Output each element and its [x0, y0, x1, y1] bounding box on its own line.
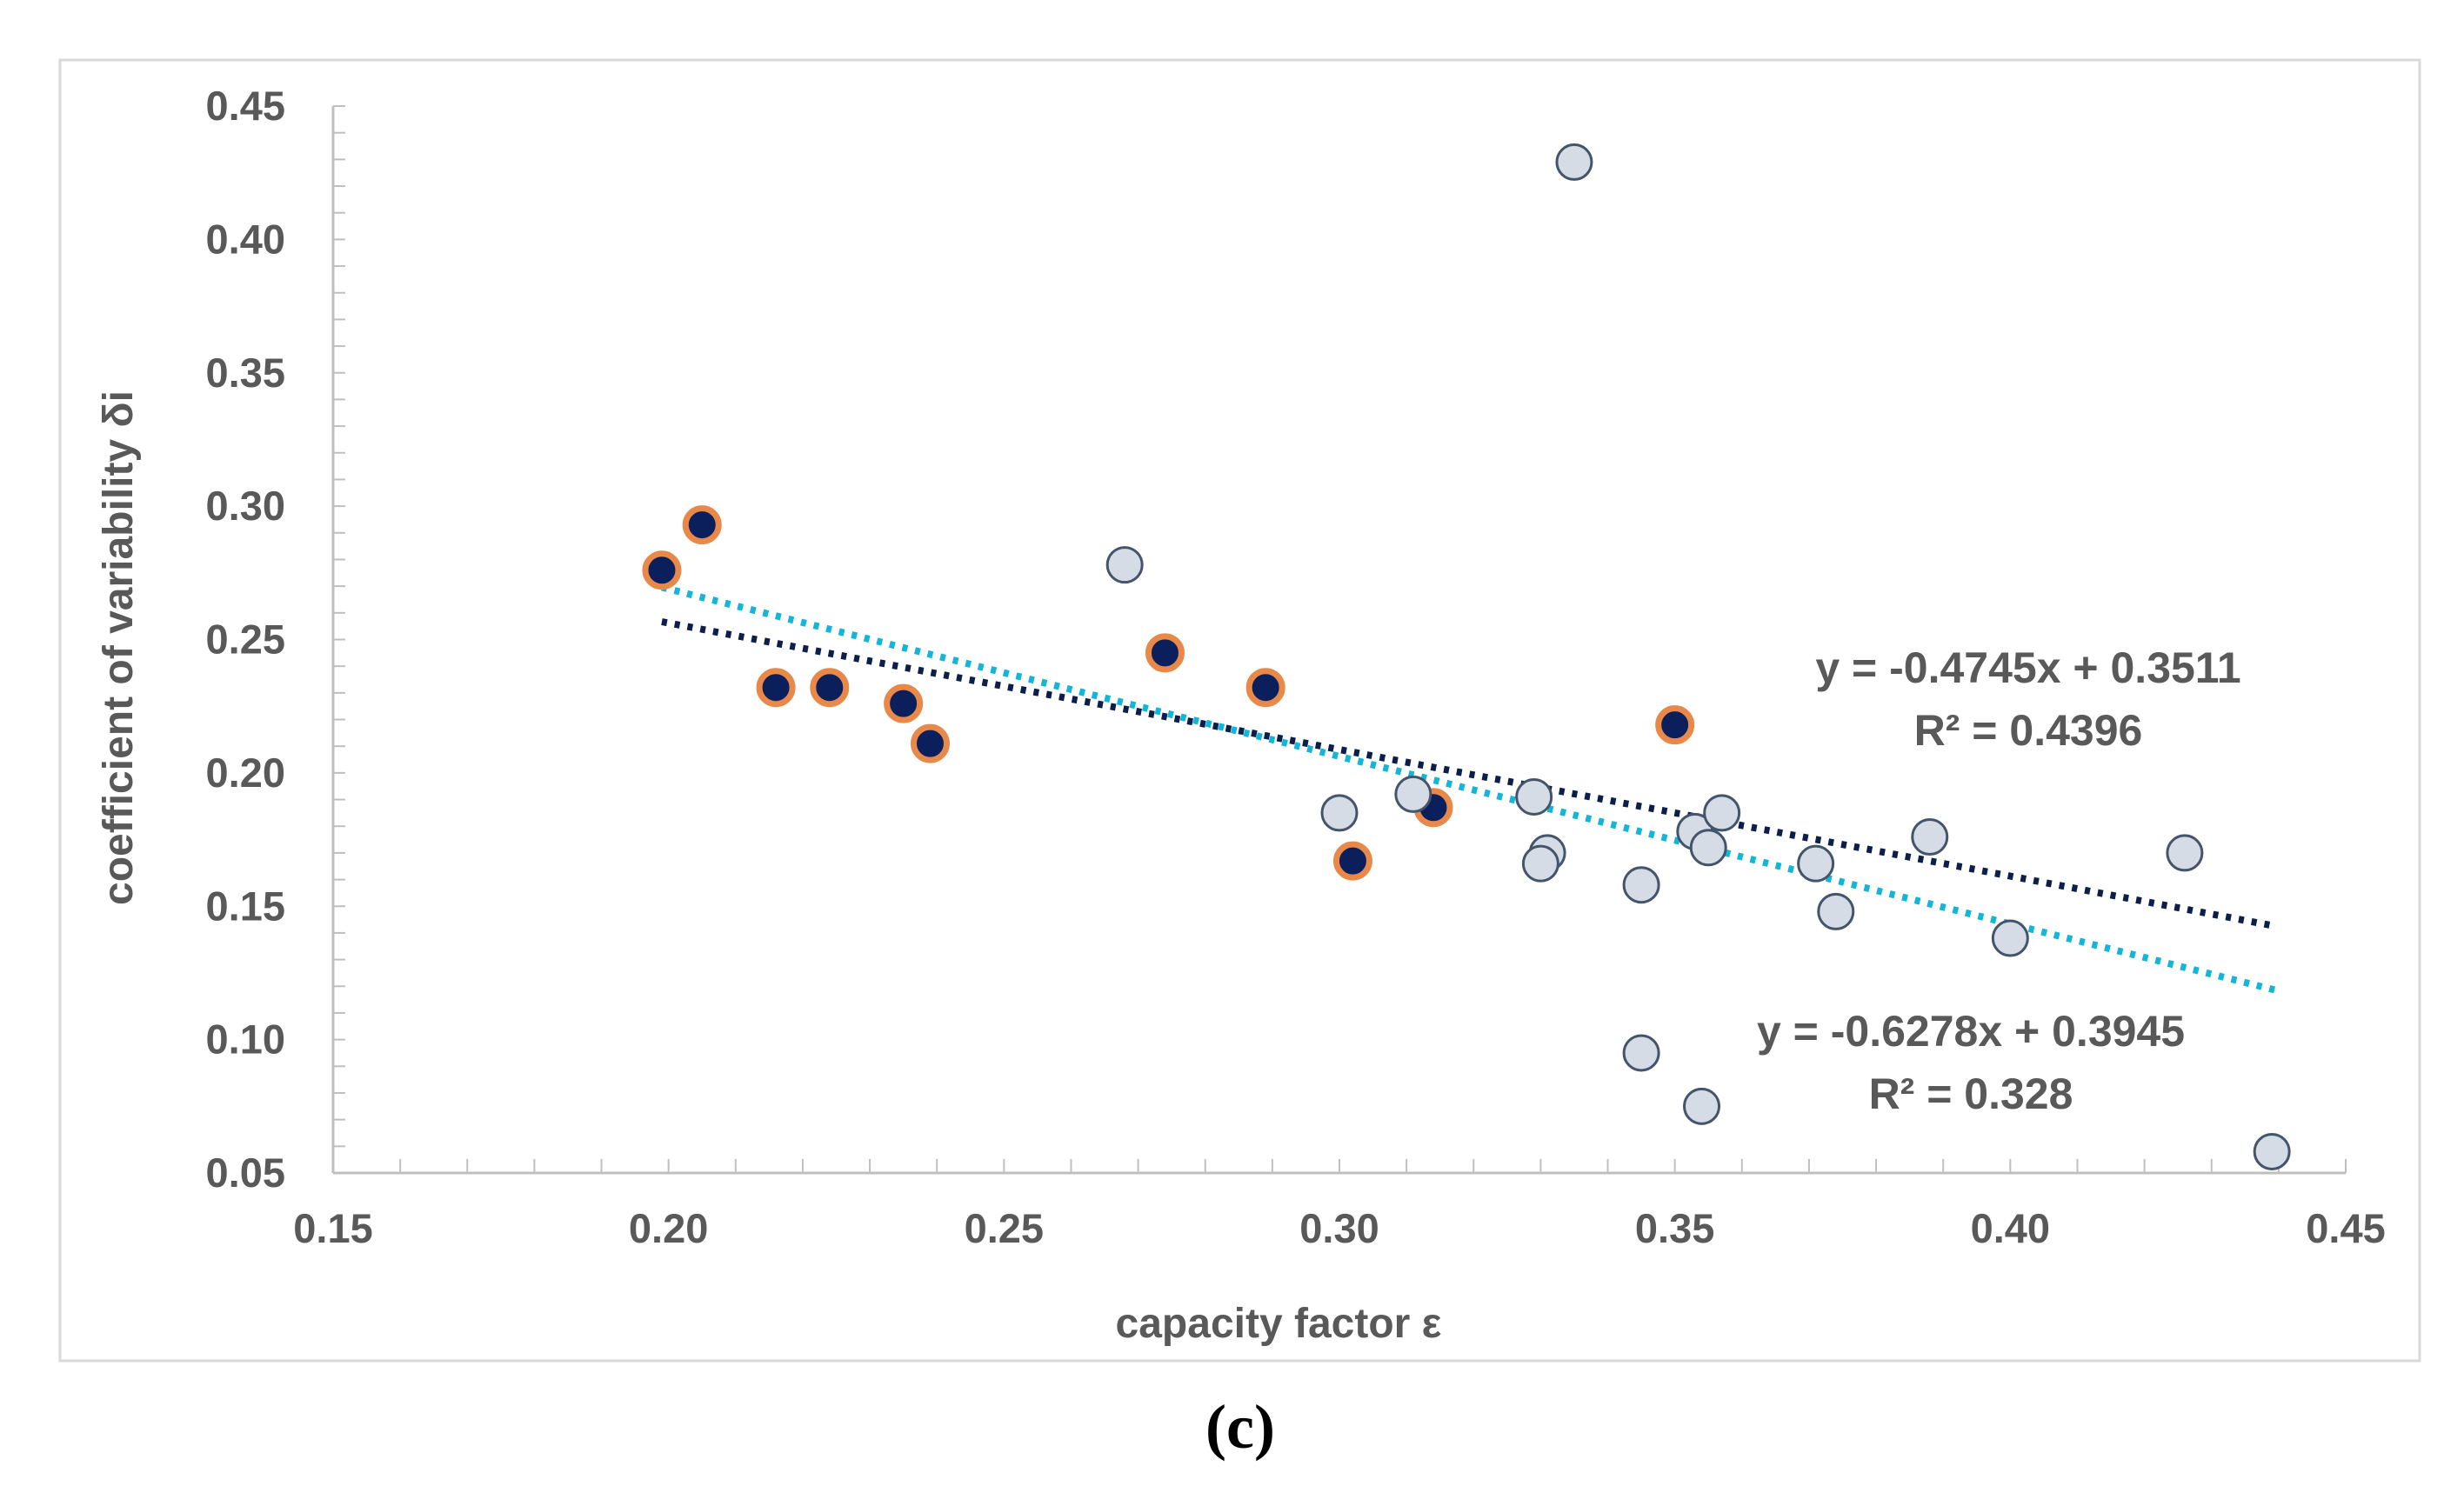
x-axis-label: capacity factor ε — [1116, 1301, 1442, 1347]
data-point-dark — [1145, 633, 1185, 673]
data-point-light — [1991, 919, 2029, 957]
data-point-light — [1521, 844, 1559, 883]
trend-r2-1: R² = 0.4396 — [1914, 706, 2143, 755]
y-tick-label: 0.35 — [206, 350, 285, 396]
y-tick-label: 0.05 — [206, 1149, 285, 1196]
y-tick-label: 0.30 — [206, 483, 285, 529]
trend-r2-2: R² = 0.328 — [1869, 1070, 2073, 1118]
data-point-light — [1911, 817, 1949, 856]
data-point-light — [1683, 1087, 1721, 1125]
data-point-dark — [884, 683, 924, 723]
y-tick-label: 0.45 — [206, 83, 285, 129]
data-point-light — [1797, 844, 1835, 883]
y-tick-label: 0.25 — [206, 616, 285, 663]
trend-equation-1: y = -0.4745x + 0.3511 — [1815, 643, 2240, 692]
data-point-light — [1394, 775, 1432, 813]
trendlines — [660, 583, 2280, 995]
x-tick-label: 0.15 — [293, 1205, 372, 1251]
data-point-light — [1555, 143, 1593, 181]
data-point-dark — [682, 505, 722, 545]
data-points — [642, 143, 2291, 1170]
data-point-dark — [810, 668, 850, 708]
data-point-light — [1622, 866, 1660, 904]
chart-frame — [58, 58, 2421, 1363]
x-tick-label: 0.25 — [965, 1205, 1044, 1251]
trend-equation-2: y = -0.6278x + 0.3945 — [1757, 1007, 2185, 1056]
data-point-light — [2166, 834, 2204, 872]
y-axis-label: coefficient of variability δi — [96, 390, 142, 905]
x-tick-label: 0.30 — [1299, 1205, 1379, 1251]
data-point-dark — [756, 668, 796, 708]
data-point-light — [1689, 829, 1727, 867]
trendline-2 — [660, 583, 2280, 995]
x-tick-label: 0.20 — [629, 1205, 708, 1251]
data-point-light — [2253, 1132, 2291, 1170]
axes: 0.15 0.20 0.25 0.30 0.35 0.40 0.45 0.05 0.10 0.15… — [206, 83, 2386, 1251]
x-tick-label: 0.35 — [1635, 1205, 1714, 1251]
data-point-dark — [1245, 668, 1285, 708]
data-point-dark — [910, 723, 950, 763]
y-tick-label: 0.10 — [206, 1016, 285, 1063]
data-point-light — [1320, 794, 1359, 832]
data-point-light — [1703, 794, 1741, 832]
y-tick-label: 0.15 — [206, 883, 285, 929]
x-tick-label: 0.45 — [2306, 1205, 2385, 1251]
data-point-light — [1105, 546, 1144, 584]
data-point-dark — [1332, 841, 1372, 881]
data-point-light — [1515, 777, 1553, 816]
y-tick-label: 0.20 — [206, 750, 285, 796]
data-point-light — [1622, 1034, 1660, 1072]
y-tick-label: 0.40 — [206, 216, 285, 262]
figure-caption: (c) — [1205, 1392, 1275, 1462]
x-tick-label: 0.40 — [1971, 1205, 2050, 1251]
data-point-dark — [642, 550, 682, 590]
data-point-dark — [1655, 705, 1695, 745]
data-point-light — [1817, 892, 1855, 930]
